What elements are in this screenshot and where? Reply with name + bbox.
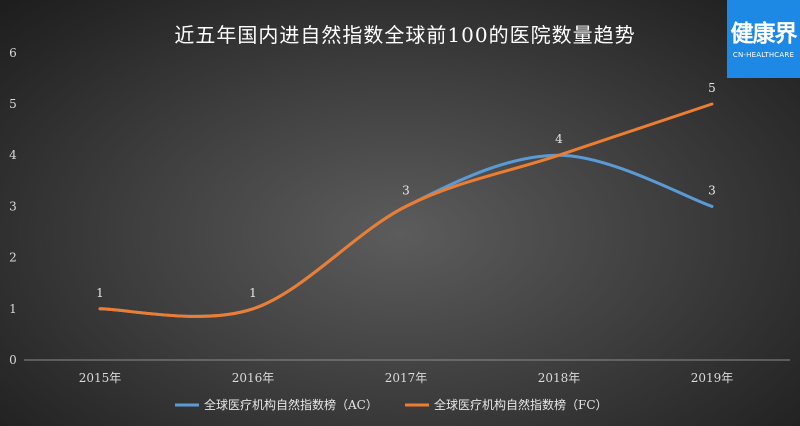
- legend-label: 全球医疗机构自然指数榜（FC）: [434, 397, 608, 412]
- chart-title: 近五年国内进自然指数全球前100的医院数量趋势: [174, 23, 635, 47]
- y-tick-label: 0: [9, 353, 17, 367]
- x-tick-label: 2018年: [538, 371, 581, 385]
- y-tick-label: 2: [9, 251, 17, 265]
- brand-logo-en: CN-HEALTHCARE: [732, 51, 795, 59]
- y-tick-label: 6: [9, 46, 17, 60]
- data-label: 3: [402, 183, 410, 197]
- y-tick-label: 5: [9, 97, 17, 111]
- brand-logo: 健康界 CN-HEALTHCARE: [727, 0, 800, 78]
- data-label: 1: [96, 286, 104, 300]
- series-line-fc: [98, 102, 714, 318]
- data-label: 3: [708, 183, 716, 197]
- data-label: 1: [249, 286, 257, 300]
- y-tick-label: 3: [9, 199, 17, 213]
- data-label: 4: [555, 132, 563, 146]
- legend-label: 全球医疗机构自然指数榜（AC）: [204, 397, 378, 412]
- brand-logo-cn: 健康界: [730, 21, 798, 47]
- data-label: 5: [708, 81, 716, 95]
- x-tick-label: 2015年: [79, 371, 122, 385]
- y-tick-label: 1: [9, 302, 17, 316]
- y-tick-label: 4: [9, 148, 17, 162]
- x-tick-label: 2017年: [385, 371, 428, 385]
- series-line-ac: [98, 153, 714, 318]
- x-tick-label: 2016年: [232, 371, 275, 385]
- x-tick-label: 2019年: [691, 371, 734, 385]
